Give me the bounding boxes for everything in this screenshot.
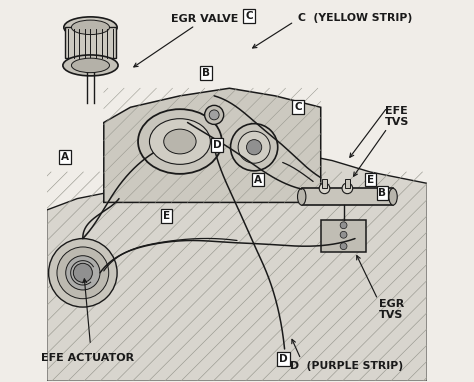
Bar — [345, 179, 350, 188]
Circle shape — [230, 124, 278, 171]
Ellipse shape — [72, 20, 109, 34]
Circle shape — [205, 105, 224, 125]
Text: EFE
TVS: EFE TVS — [385, 106, 409, 127]
Text: B: B — [378, 188, 386, 198]
Text: E: E — [367, 175, 374, 185]
Ellipse shape — [298, 188, 306, 205]
Ellipse shape — [138, 109, 222, 174]
Circle shape — [342, 183, 353, 194]
Ellipse shape — [389, 188, 397, 205]
Bar — [64, 28, 116, 58]
Text: D: D — [213, 140, 221, 151]
Circle shape — [49, 239, 117, 307]
Circle shape — [73, 263, 92, 282]
Circle shape — [340, 243, 347, 249]
Circle shape — [340, 222, 347, 229]
Text: B: B — [202, 68, 210, 78]
Circle shape — [340, 231, 347, 238]
Text: E: E — [163, 211, 170, 221]
Ellipse shape — [63, 55, 118, 76]
Ellipse shape — [64, 17, 117, 38]
Text: A: A — [61, 152, 69, 162]
Text: C  (YELLOW STRIP): C (YELLOW STRIP) — [298, 13, 412, 23]
Bar — [302, 188, 393, 205]
Text: EGR VALVE: EGR VALVE — [171, 14, 238, 24]
Text: A: A — [254, 175, 262, 185]
Text: EFE ACTUATOR: EFE ACTUATOR — [41, 353, 134, 363]
Text: C: C — [294, 102, 302, 112]
Circle shape — [66, 256, 100, 290]
Circle shape — [57, 247, 109, 299]
Text: D  (PURPLE STRIP): D (PURPLE STRIP) — [290, 361, 402, 371]
Text: D: D — [279, 354, 288, 364]
Circle shape — [319, 183, 330, 194]
Polygon shape — [47, 153, 427, 381]
Ellipse shape — [72, 58, 109, 73]
Text: EGR
TVS: EGR TVS — [379, 299, 404, 320]
Circle shape — [238, 131, 270, 163]
Polygon shape — [104, 88, 321, 202]
Ellipse shape — [149, 119, 210, 164]
Bar — [321, 220, 366, 252]
Circle shape — [209, 110, 219, 120]
Circle shape — [246, 139, 262, 155]
Ellipse shape — [164, 129, 196, 154]
Text: C: C — [246, 11, 253, 21]
Bar — [322, 179, 327, 188]
